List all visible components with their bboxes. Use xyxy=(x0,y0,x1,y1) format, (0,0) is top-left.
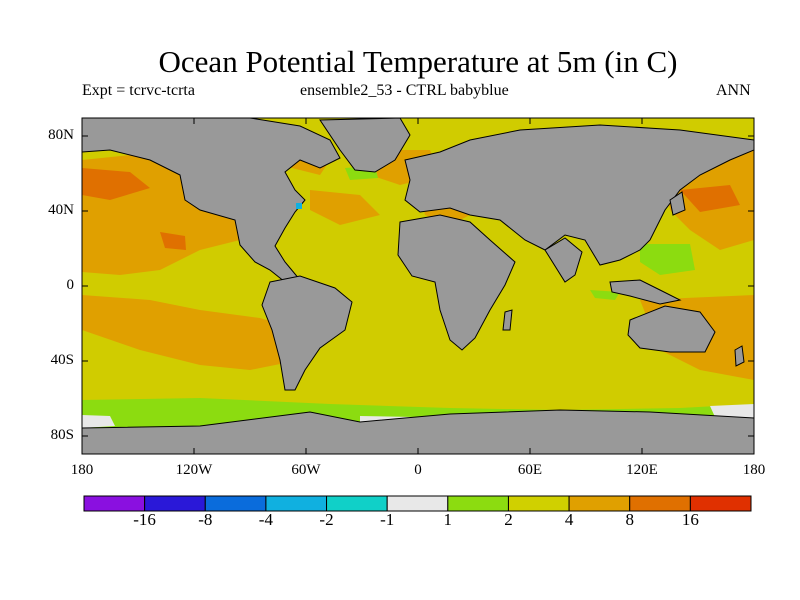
colorbar-label: 8 xyxy=(625,510,634,529)
colorbar-label: -2 xyxy=(319,510,334,529)
colorbar-swatch xyxy=(204,495,267,512)
greenland xyxy=(319,118,411,173)
colorbar-swatch xyxy=(144,495,206,512)
map-title: Ocean Potential Temperature at 5m (in C) xyxy=(158,44,678,79)
india xyxy=(544,237,583,283)
colorbar-swatch xyxy=(326,495,388,512)
madagascar xyxy=(502,309,513,331)
colorbar-swatch xyxy=(83,495,146,512)
ensemble-label: ensemble2_53 - CTRL babyblue xyxy=(300,82,509,99)
eurasia xyxy=(404,124,754,266)
colorbar-label: 16 xyxy=(681,510,699,529)
north-america xyxy=(82,118,341,291)
africa xyxy=(397,214,516,351)
colorbar-swatch xyxy=(447,495,509,512)
warming-8-16-regions xyxy=(82,168,740,250)
colorbar-swatch xyxy=(386,495,449,512)
lat-tick-label: 0 xyxy=(66,277,75,293)
colorbar-label: 1 xyxy=(443,510,453,529)
lon-tick-label: 120E xyxy=(626,462,658,478)
colorbar-swatch xyxy=(568,495,631,512)
lat-tick-label: 40S xyxy=(50,352,74,368)
colorbar xyxy=(83,495,752,512)
japan xyxy=(669,191,686,216)
maritime-asia xyxy=(609,279,682,305)
experiment-label: Expt = tcrvc-tcrta xyxy=(82,82,195,99)
colorbar-label: 4 xyxy=(564,510,574,529)
colorbar-swatch xyxy=(265,495,328,512)
colorbar-label: -4 xyxy=(258,510,273,529)
antarctica xyxy=(82,409,754,454)
new-zealand xyxy=(734,345,745,367)
lon-tick-label: 180 xyxy=(70,462,94,478)
colorbar-label: -16 xyxy=(133,510,156,529)
colorbar-label: -8 xyxy=(198,510,213,529)
season-label: ANN xyxy=(716,82,751,99)
land-masses xyxy=(82,118,754,454)
lon-tick-label: 0 xyxy=(414,462,422,478)
colorbar-label: -1 xyxy=(380,510,395,529)
colorbar-swatch xyxy=(629,495,691,512)
colorbar-swatch xyxy=(689,495,752,512)
lon-tick-label: 120W xyxy=(175,462,213,478)
map-field xyxy=(82,118,754,454)
australia xyxy=(627,305,716,353)
colorbar-swatch xyxy=(507,495,570,512)
axis-ticks xyxy=(82,118,754,454)
south-america xyxy=(261,275,353,391)
lat-tick-label: 40N xyxy=(48,202,74,218)
lon-tick-label: 180 xyxy=(742,462,766,478)
lon-tick-label: 60W xyxy=(291,462,321,478)
cold-anomaly-spot xyxy=(296,203,302,209)
lat-tick-label: 80S xyxy=(50,427,74,443)
colorbar-label: 2 xyxy=(504,510,513,529)
lon-tick-label: 60E xyxy=(517,462,543,478)
lat-tick-label: 80N xyxy=(48,127,74,143)
